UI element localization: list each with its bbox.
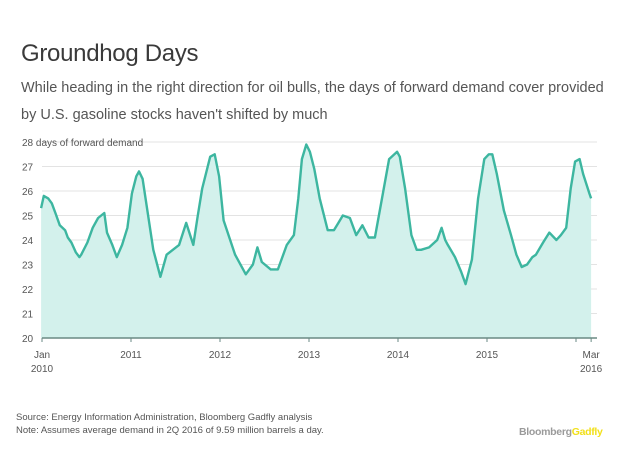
logo-bloomberg: Bloomberg bbox=[519, 426, 572, 438]
y-tick-label-26: 26 bbox=[22, 187, 34, 198]
x-tick-label: Jan bbox=[34, 350, 50, 361]
logo-gadfly: Gadfly bbox=[571, 426, 603, 438]
source-note: Source: Energy Information Administratio… bbox=[16, 412, 313, 423]
chart-title: Groundhog Days bbox=[21, 40, 199, 67]
x-tick-label: Mar bbox=[583, 350, 601, 361]
y-tick-label-20: 20 bbox=[22, 334, 34, 345]
series-area bbox=[41, 144, 592, 338]
chart-subtitle: While heading in the right direction for… bbox=[21, 80, 604, 123]
x-tick-label: 2016 bbox=[580, 364, 603, 375]
x-tick-label: 2014 bbox=[387, 350, 410, 361]
y-tick-label-25: 25 bbox=[22, 212, 34, 223]
x-tick-label: 2010 bbox=[31, 364, 54, 375]
x-axis: Jan 2010 2011 2012 2013 2014 2015 Mar 2016 bbox=[31, 337, 603, 375]
x-tick-label: 2012 bbox=[209, 350, 232, 361]
x-tick-label: 2015 bbox=[476, 350, 499, 361]
y-tick-label-22: 22 bbox=[22, 285, 34, 296]
x-tick-label: 2011 bbox=[120, 350, 142, 361]
footer: Source: Energy Information Administratio… bbox=[16, 411, 324, 437]
y-tick-label-27: 27 bbox=[22, 163, 34, 174]
x-tick-label: 2013 bbox=[298, 350, 321, 361]
y-tick-label-23: 23 bbox=[22, 261, 34, 272]
y-tick-label-28: 28 days of forward demand bbox=[22, 138, 143, 149]
y-tick-label-24: 24 bbox=[22, 236, 34, 247]
y-tick-label-21: 21 bbox=[22, 310, 34, 321]
assumption-note: Note: Assumes average demand in 2Q 2016 … bbox=[16, 425, 324, 436]
series-line bbox=[39, 143, 593, 286]
brand-logo: BloombergGadfly bbox=[519, 426, 603, 438]
y-axis: 20 21 22 23 24 25 26 27 28 days of forward deman… bbox=[22, 138, 143, 345]
